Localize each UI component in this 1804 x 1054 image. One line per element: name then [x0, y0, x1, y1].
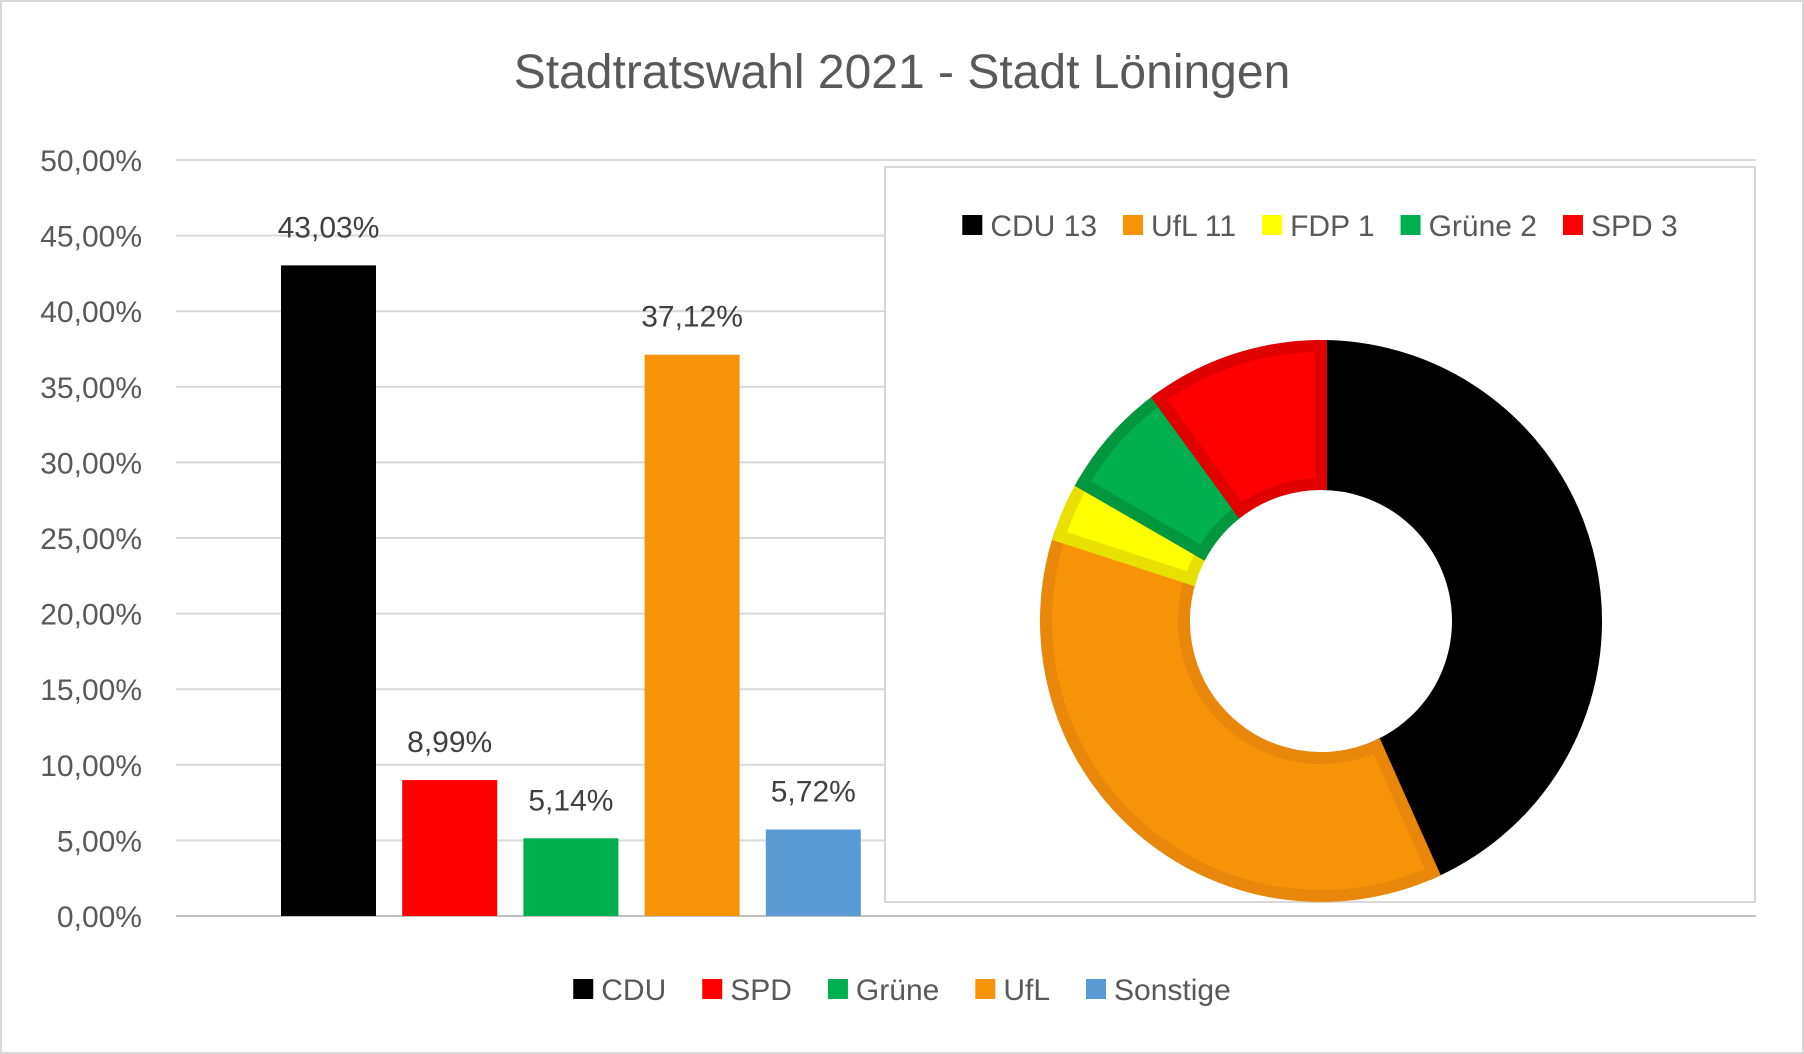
bar-data-label: 43,03% [278, 211, 380, 244]
bar-grüne [523, 838, 619, 916]
legend-label: CDU 13 [990, 210, 1097, 243]
legend-item: CDU [573, 974, 666, 1007]
legend-label: Grüne 2 [1429, 210, 1537, 243]
legend-label: Grüne [856, 974, 939, 1007]
legend-label: Sonstige [1114, 974, 1231, 1007]
y-tick-label: 45,00% [40, 221, 142, 254]
y-tick-label: 20,00% [40, 599, 142, 632]
doughnut-slice-spd [1150, 339, 1327, 519]
bar-data-label: 8,99% [407, 726, 492, 759]
legend-swatch [975, 979, 996, 999]
y-tick-label: 15,00% [40, 674, 142, 707]
legend-label: UfL [1003, 974, 1050, 1007]
doughnut-legend: CDU 13 UfL 11 FDP 1 Grüne 2 SPD 3 [962, 210, 1678, 243]
bar-legend: CDU SPD Grüne UfL Sonstige [573, 974, 1231, 1007]
legend-label: CDU [601, 974, 666, 1007]
legend-swatch [573, 979, 594, 999]
legend-swatch [1400, 215, 1421, 235]
legend-swatch [1562, 215, 1583, 235]
chart-title: Stadtratswahl 2021 - Stadt Löningen [514, 46, 1291, 99]
y-tick-label: 40,00% [40, 296, 142, 329]
bar-data-label: 5,14% [528, 784, 613, 817]
doughnut-series [1040, 339, 1602, 902]
legend-item: FDP 1 [1262, 210, 1375, 243]
legend-swatch [827, 979, 848, 999]
legend-item: SPD [702, 974, 792, 1007]
legend-swatch [702, 979, 723, 999]
legend-item: UfL 11 [1123, 210, 1236, 243]
bar-spd [402, 780, 498, 916]
legend-item: CDU 13 [962, 210, 1097, 243]
bar-data-label: 5,72% [771, 776, 856, 809]
legend-item: UfL [975, 974, 1050, 1007]
bar-cdu [281, 265, 376, 916]
bar-ufl [644, 354, 740, 916]
y-tick-label: 35,00% [40, 372, 142, 405]
legend-item: Grüne 2 [1400, 210, 1537, 243]
legend-label: SPD 3 [1591, 210, 1678, 243]
legend-label: SPD [730, 974, 792, 1007]
legend-swatch [962, 215, 983, 235]
bar-series [281, 265, 861, 916]
bar-data-label: 37,12% [641, 301, 743, 334]
legend-item: Sonstige [1086, 974, 1231, 1007]
y-tick-label: 30,00% [40, 447, 142, 480]
legend-swatch [1086, 979, 1107, 999]
doughnut-slice-ufl [1040, 528, 1441, 902]
y-tick-label: 25,00% [40, 523, 142, 556]
y-axis: 0,00% 5,00% 10,00% 15,00% 20,00% 25,00% 30,00%… [40, 145, 142, 934]
y-tick-label: 0,00% [57, 901, 142, 934]
bar-sonstige [765, 829, 861, 916]
doughnut-slice-cdu [1315, 339, 1602, 881]
legend-item: Grüne [827, 974, 939, 1007]
legend-label: UfL 11 [1151, 210, 1236, 243]
y-tick-label: 50,00% [40, 145, 142, 178]
legend-label: FDP 1 [1290, 210, 1374, 243]
y-tick-label: 10,00% [40, 750, 142, 783]
legend-swatch [1262, 215, 1283, 235]
legend-swatch [1123, 215, 1144, 235]
y-tick-label: 5,00% [57, 825, 142, 858]
bar-data-labels: 43,03% 8,99% 5,14% 37,12% 5,72% [278, 211, 856, 817]
legend-item: SPD 3 [1562, 210, 1678, 243]
